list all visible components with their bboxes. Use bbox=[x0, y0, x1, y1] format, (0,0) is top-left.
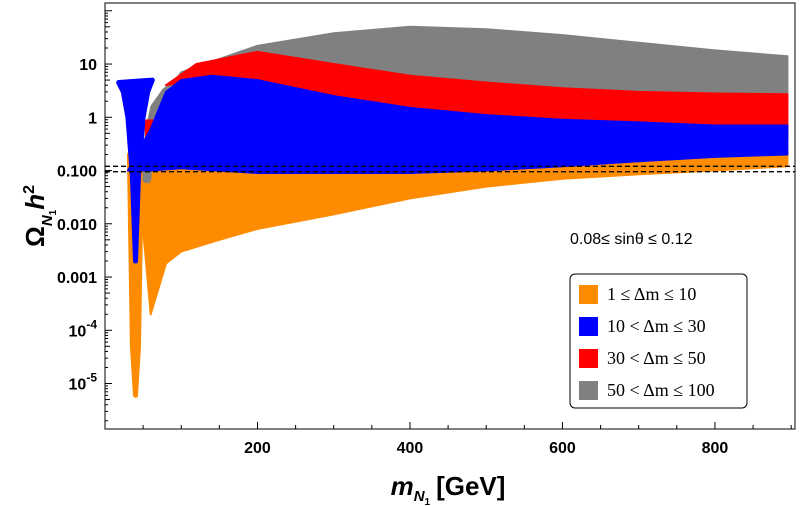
legend-label-blue: 10 < Δm ≤ 30 bbox=[607, 316, 706, 336]
y-tick-label: 10 bbox=[79, 57, 97, 74]
y-tick-label: 0.010 bbox=[57, 217, 97, 234]
x-tick-label: 800 bbox=[702, 440, 729, 457]
legend-box bbox=[569, 273, 748, 409]
x-tick-label: 600 bbox=[549, 440, 576, 457]
sin-theta-annotation: 0.08≤ sinθ ≤ 0.12 bbox=[570, 231, 693, 248]
series-blue-dip bbox=[116, 77, 155, 264]
y-tick-label: 10-4 bbox=[69, 317, 98, 340]
legend-label-red: 30 < Δm ≤ 50 bbox=[607, 348, 706, 368]
x-tick-labels: 200 400 600 800 bbox=[244, 440, 728, 457]
y-tick-labels: 10-5 10-4 0.001 0.010 0.100 1 10 bbox=[57, 57, 98, 394]
tick-layer bbox=[105, 10, 792, 429]
legend-label-orange: 1 ≤ Δm ≤ 10 bbox=[607, 284, 696, 304]
y-tick-label: 1 bbox=[88, 110, 97, 127]
series-blue-band bbox=[126, 74, 789, 174]
legend-swatch-red bbox=[579, 349, 598, 368]
x-axis-title: mN1[GeV] bbox=[391, 471, 506, 506]
legend-label-gray: 50 < Δm ≤ 100 bbox=[607, 380, 715, 400]
legend-swatch-orange bbox=[579, 285, 598, 304]
y-tick-label: 0.001 bbox=[57, 270, 97, 287]
legend-swatch-blue bbox=[579, 317, 598, 336]
legend: 1 ≤ Δm ≤ 10 10 < Δm ≤ 30 30 < Δm ≤ 50 50 < … bbox=[569, 273, 748, 409]
legend-swatch-gray bbox=[579, 381, 598, 400]
series-layer bbox=[116, 25, 789, 398]
x-tick-label: 200 bbox=[244, 440, 271, 457]
reference-lines bbox=[105, 165, 795, 173]
y-axis-title: ΩN1h2 bbox=[20, 185, 59, 247]
x-tick-label: 400 bbox=[397, 440, 424, 457]
y-tick-label: 0.100 bbox=[57, 164, 97, 181]
plot-frame bbox=[104, 2, 796, 430]
y-tick-label: 10-5 bbox=[69, 371, 98, 394]
